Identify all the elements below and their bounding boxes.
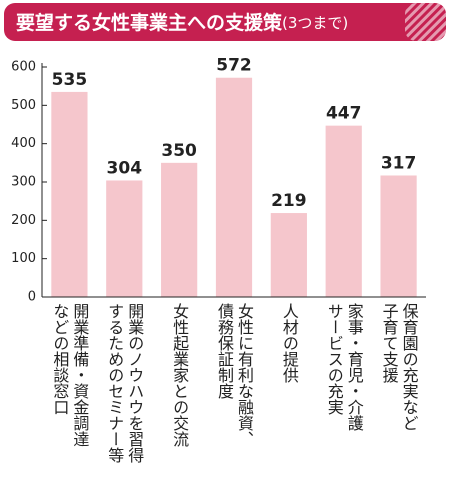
y-tick-label: 500 <box>11 98 36 113</box>
bar <box>380 175 417 297</box>
x-tick-label: 保育園の充実など 子育て支援 <box>379 303 419 431</box>
x-tick-label: 女性起業家との交流 <box>170 303 190 447</box>
x-tick-label: 人材の提供 <box>279 303 299 383</box>
chart-title: 要望する女性事業主への支援策(3つまで) <box>16 11 348 34</box>
bar <box>325 125 362 298</box>
subtitle: (3つまで) <box>282 14 348 32</box>
title: 要望する女性事業主への支援策 <box>16 11 283 34</box>
y-tick-label: 600 <box>11 60 36 75</box>
title-stripes <box>405 3 446 41</box>
value-label: 572 <box>216 56 252 76</box>
x-tick-label: 女性に有利な融資、 債務保証制度 <box>215 303 254 447</box>
value-label: 304 <box>107 158 143 178</box>
bar <box>106 180 143 297</box>
x-tick-label: 家事・育児・介護 サービスの充実 <box>324 303 364 431</box>
y-tick-label: 0 <box>28 290 36 305</box>
value-label: 447 <box>326 104 362 124</box>
bar <box>270 213 307 297</box>
y-tick-label: 100 <box>11 251 36 266</box>
x-tick-label: 開業のノウハウを習得 するためのセミナー等 <box>105 303 145 463</box>
value-label: 317 <box>381 153 417 173</box>
bar <box>215 77 253 297</box>
y-tick-label: 300 <box>11 175 36 190</box>
value-label: 219 <box>271 191 307 211</box>
x-tick-label: 開業準備・資金調達 などの相談窓口 <box>50 303 90 447</box>
title-banner <box>4 3 446 41</box>
y-tick-label: 400 <box>11 136 36 151</box>
bar <box>51 91 88 298</box>
value-label: 535 <box>52 70 88 90</box>
value-label: 350 <box>161 141 197 161</box>
y-tick-label: 200 <box>11 213 36 228</box>
bar <box>161 162 198 297</box>
